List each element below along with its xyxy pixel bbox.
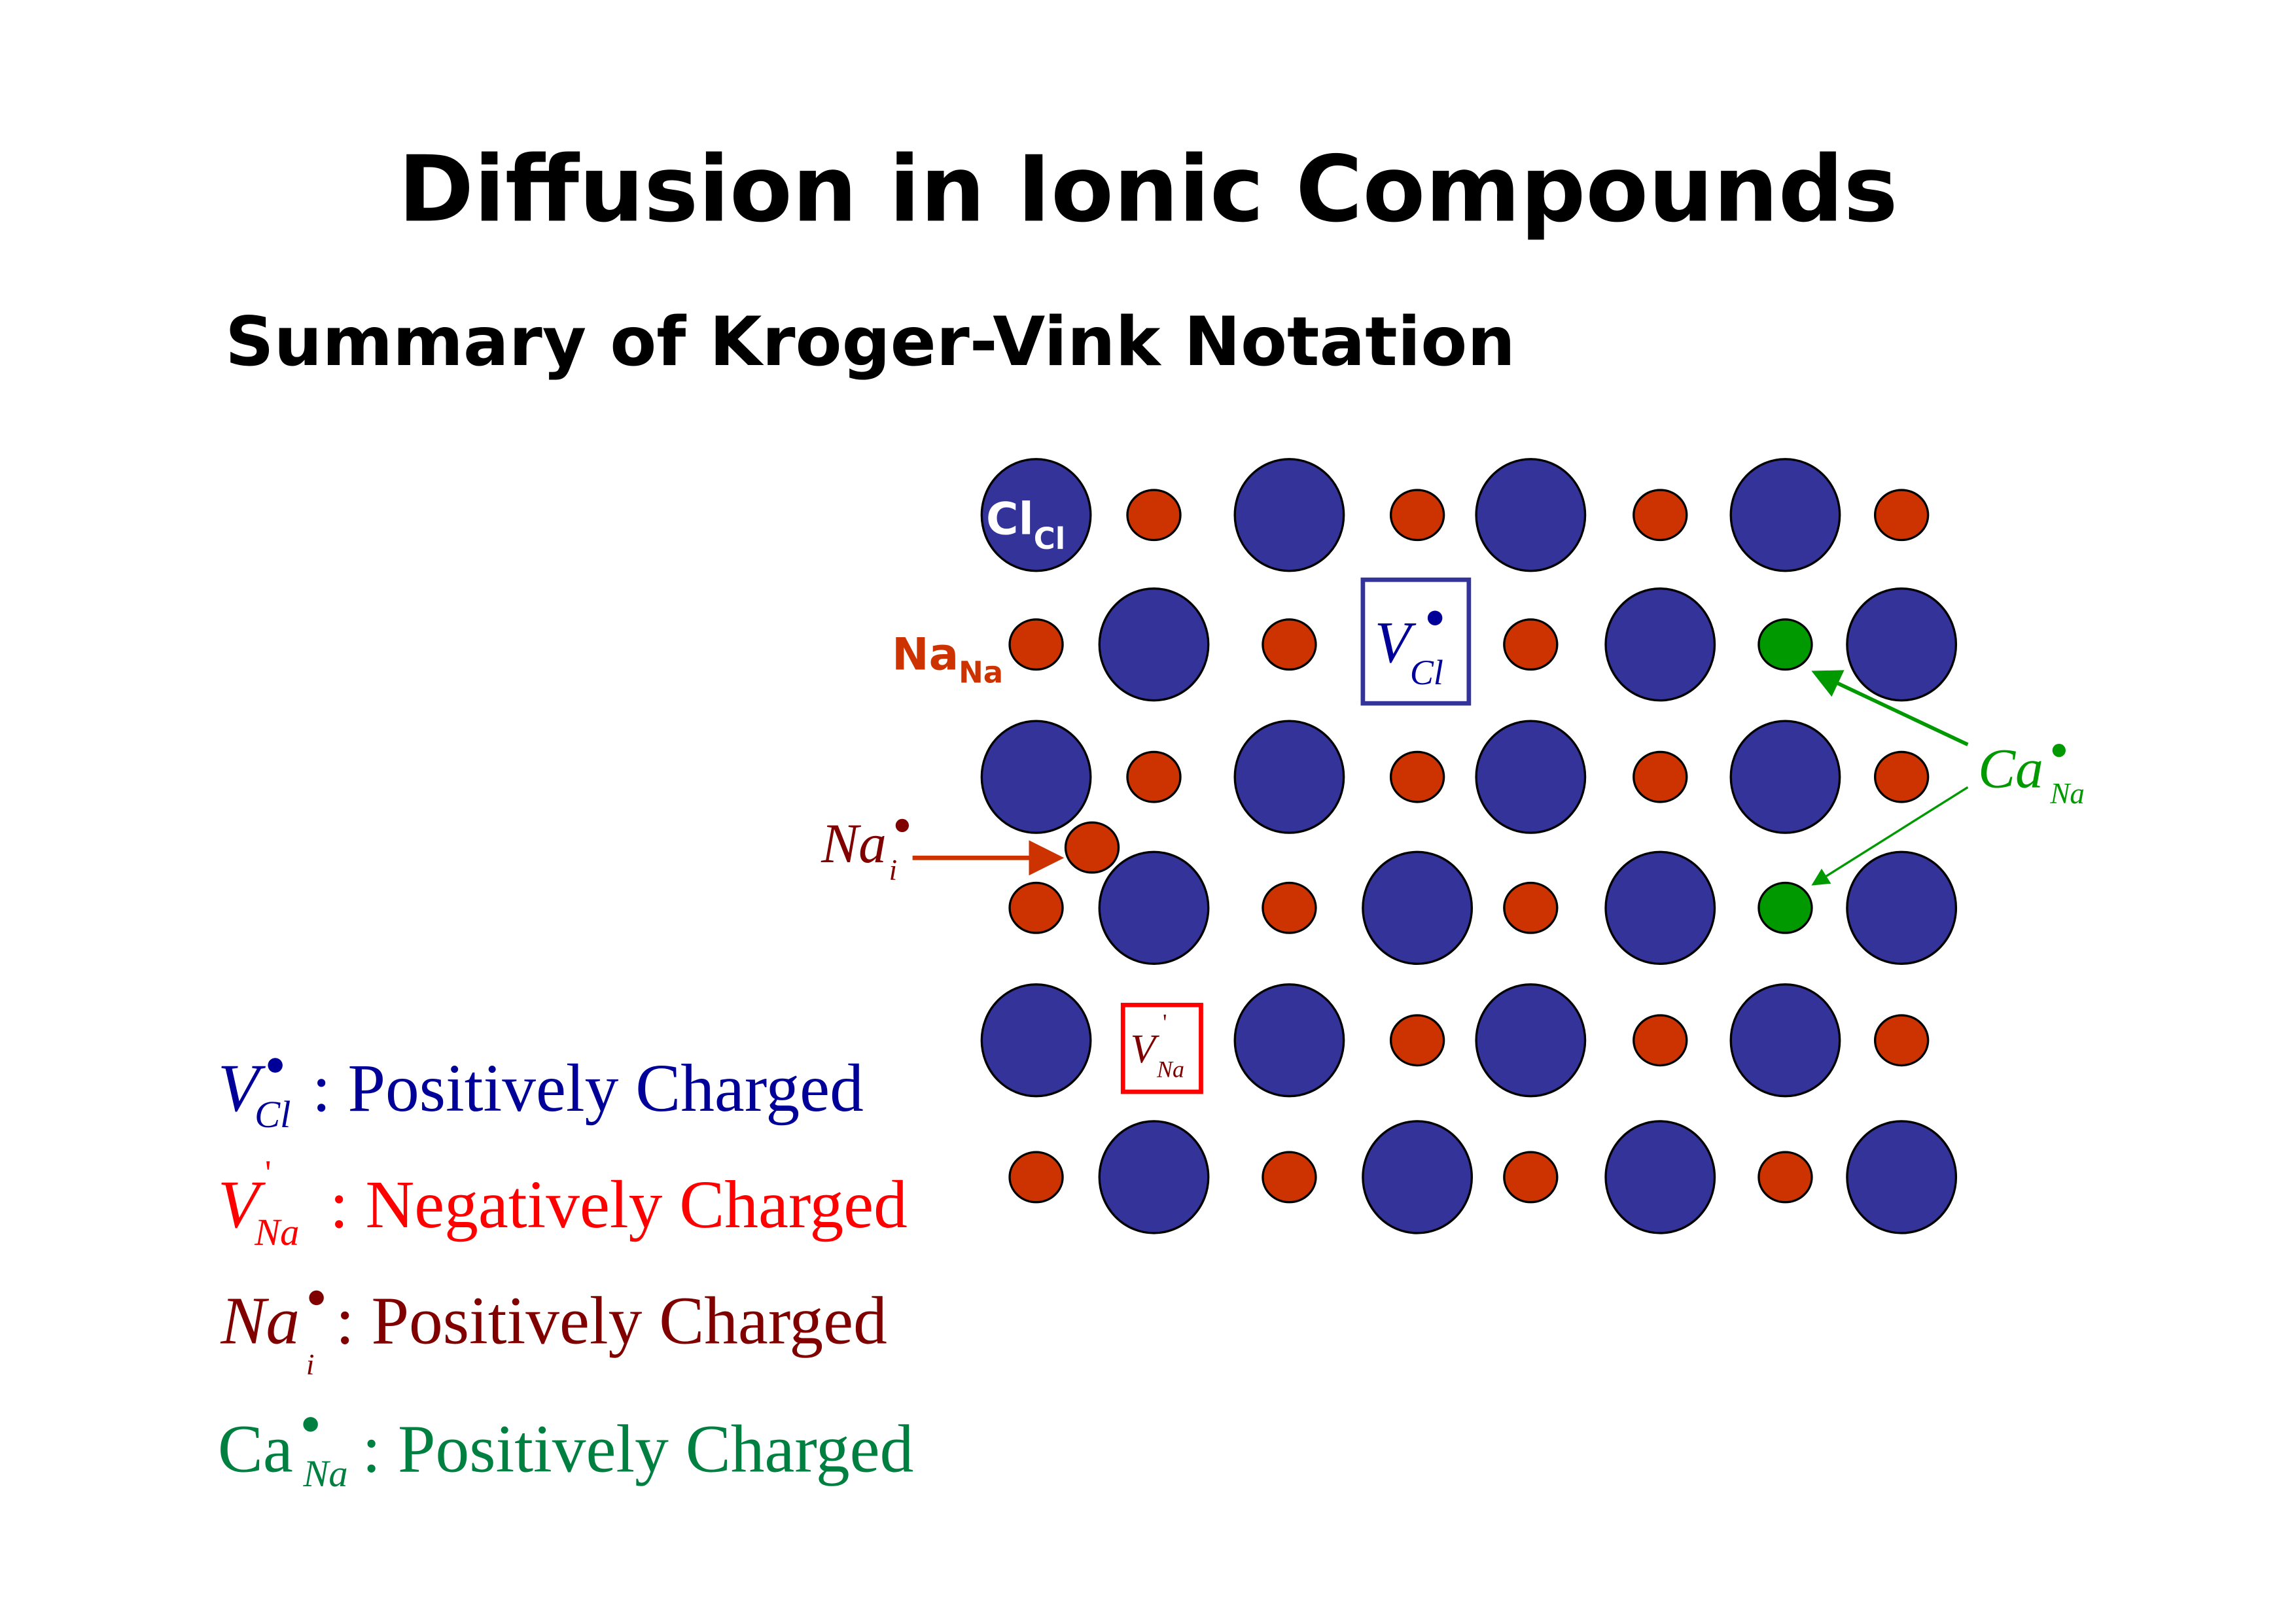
charge-dot-icon bbox=[895, 818, 909, 832]
legend-v-na: V ' Na : Negatively Charged bbox=[218, 1153, 908, 1253]
cl-ion bbox=[1604, 1120, 1716, 1234]
svg-text:Na: Na bbox=[821, 813, 887, 875]
svg-text:Na: Na bbox=[302, 1452, 347, 1495]
svg-text:Cl: Cl bbox=[1410, 653, 1443, 692]
cl-ion bbox=[1729, 720, 1841, 834]
svg-text:: Positively Charged: : Positively Charged bbox=[336, 1284, 887, 1359]
na-ion bbox=[1008, 618, 1064, 671]
na-ion bbox=[1873, 750, 1930, 803]
svg-text:V: V bbox=[218, 1051, 266, 1126]
cl-ion bbox=[1233, 458, 1345, 572]
svg-text:Na: Na bbox=[220, 1284, 300, 1359]
svg-text:: Positively Charged: : Positively Charged bbox=[312, 1051, 864, 1126]
na-ion bbox=[1262, 881, 1317, 934]
cl-ion bbox=[1846, 587, 1958, 702]
na-ion bbox=[1389, 1014, 1445, 1067]
cl-ion bbox=[1475, 720, 1587, 834]
na-ion bbox=[1633, 489, 1688, 542]
svg-text:V: V bbox=[218, 1168, 266, 1242]
cl-ion bbox=[1233, 983, 1345, 1098]
cl-ion bbox=[1233, 720, 1345, 834]
na-ion bbox=[1503, 618, 1559, 671]
v-na-vacancy: V ' Na bbox=[1120, 1002, 1203, 1094]
svg-text:': ' bbox=[1163, 1009, 1167, 1036]
arrow-icon bbox=[1811, 670, 1969, 746]
svg-text:': ' bbox=[265, 1153, 272, 1193]
charge-dot-icon bbox=[2052, 744, 2066, 758]
nacl-lattice bbox=[980, 458, 1958, 1234]
arrow-icon bbox=[1811, 786, 1969, 886]
na-ion bbox=[1389, 489, 1445, 542]
na-ion bbox=[1633, 1014, 1688, 1067]
cl-ion bbox=[1098, 587, 1210, 702]
na-interstitial-label: Na i bbox=[821, 813, 1065, 886]
charge-dot-icon bbox=[1427, 610, 1443, 625]
cl-ion bbox=[1846, 850, 1958, 965]
na-ion bbox=[1873, 489, 1930, 542]
ca-substitution-label: Ca Na bbox=[1811, 670, 2085, 886]
v-cl-vacancy: V Cl bbox=[1360, 577, 1472, 706]
page-title: Diffusion in Ionic Compounds bbox=[398, 136, 1898, 242]
na-ion bbox=[1873, 1014, 1930, 1067]
na-ion bbox=[1503, 1151, 1559, 1204]
svg-text:V: V bbox=[1131, 1026, 1160, 1072]
na-ion bbox=[1008, 881, 1064, 934]
na-ion bbox=[1126, 750, 1182, 803]
na-ion bbox=[1389, 750, 1445, 803]
svg-text:Cl: Cl bbox=[255, 1093, 291, 1136]
ca-ion bbox=[1757, 881, 1813, 934]
legend-na-i: Na i : Positively Charged bbox=[220, 1284, 887, 1381]
cl-ion bbox=[1475, 458, 1587, 572]
na-ion bbox=[1008, 1151, 1064, 1204]
svg-text:Ca: Ca bbox=[1978, 738, 2043, 799]
svg-text:Na: Na bbox=[1156, 1056, 1184, 1083]
na-ion bbox=[1262, 1151, 1317, 1204]
na-ion bbox=[1503, 881, 1559, 934]
cl-ion bbox=[1098, 850, 1210, 965]
svg-text:Ca: Ca bbox=[218, 1412, 293, 1486]
cl-ion bbox=[1604, 587, 1716, 702]
na-na-label: NaNa bbox=[892, 628, 1003, 689]
cl-ion bbox=[980, 720, 1092, 834]
cl-ion bbox=[1729, 458, 1841, 572]
cl-ion bbox=[1362, 1120, 1474, 1234]
svg-text:Na: Na bbox=[254, 1211, 299, 1253]
svg-text:i: i bbox=[889, 854, 898, 886]
cl-cl-label: ClCl bbox=[986, 493, 1065, 556]
svg-text:: Negatively Charged: : Negatively Charged bbox=[330, 1168, 908, 1242]
cl-ion bbox=[1604, 850, 1716, 965]
cl-ion bbox=[980, 983, 1092, 1098]
cl-ion bbox=[1098, 1120, 1210, 1234]
na-ion bbox=[1633, 750, 1688, 803]
legend-v-cl: V Cl : Positively Charged bbox=[218, 1051, 864, 1136]
cl-ion bbox=[1846, 1120, 1958, 1234]
legend: V Cl : Positively Charged V ' Na : Negat… bbox=[218, 1051, 913, 1495]
na-interstitial-ion bbox=[1064, 821, 1120, 874]
cl-ion bbox=[1475, 983, 1587, 1098]
cl-ion bbox=[980, 458, 1092, 572]
legend-ca-na: Ca Na : Positively Charged bbox=[218, 1412, 913, 1494]
na-ion bbox=[1126, 489, 1182, 542]
na-ion bbox=[1757, 1151, 1813, 1204]
cl-ion bbox=[1362, 850, 1474, 965]
svg-text:Na: Na bbox=[2049, 777, 2084, 810]
svg-text:i: i bbox=[306, 1348, 315, 1381]
page-subtitle: Summary of Kroger-Vink Notation bbox=[225, 303, 1515, 381]
cl-ion bbox=[1729, 983, 1841, 1098]
svg-text:V: V bbox=[1375, 610, 1417, 675]
svg-text:: Positively Charged: : Positively Charged bbox=[362, 1412, 913, 1486]
ca-ion bbox=[1757, 618, 1813, 671]
na-ion bbox=[1262, 618, 1317, 671]
